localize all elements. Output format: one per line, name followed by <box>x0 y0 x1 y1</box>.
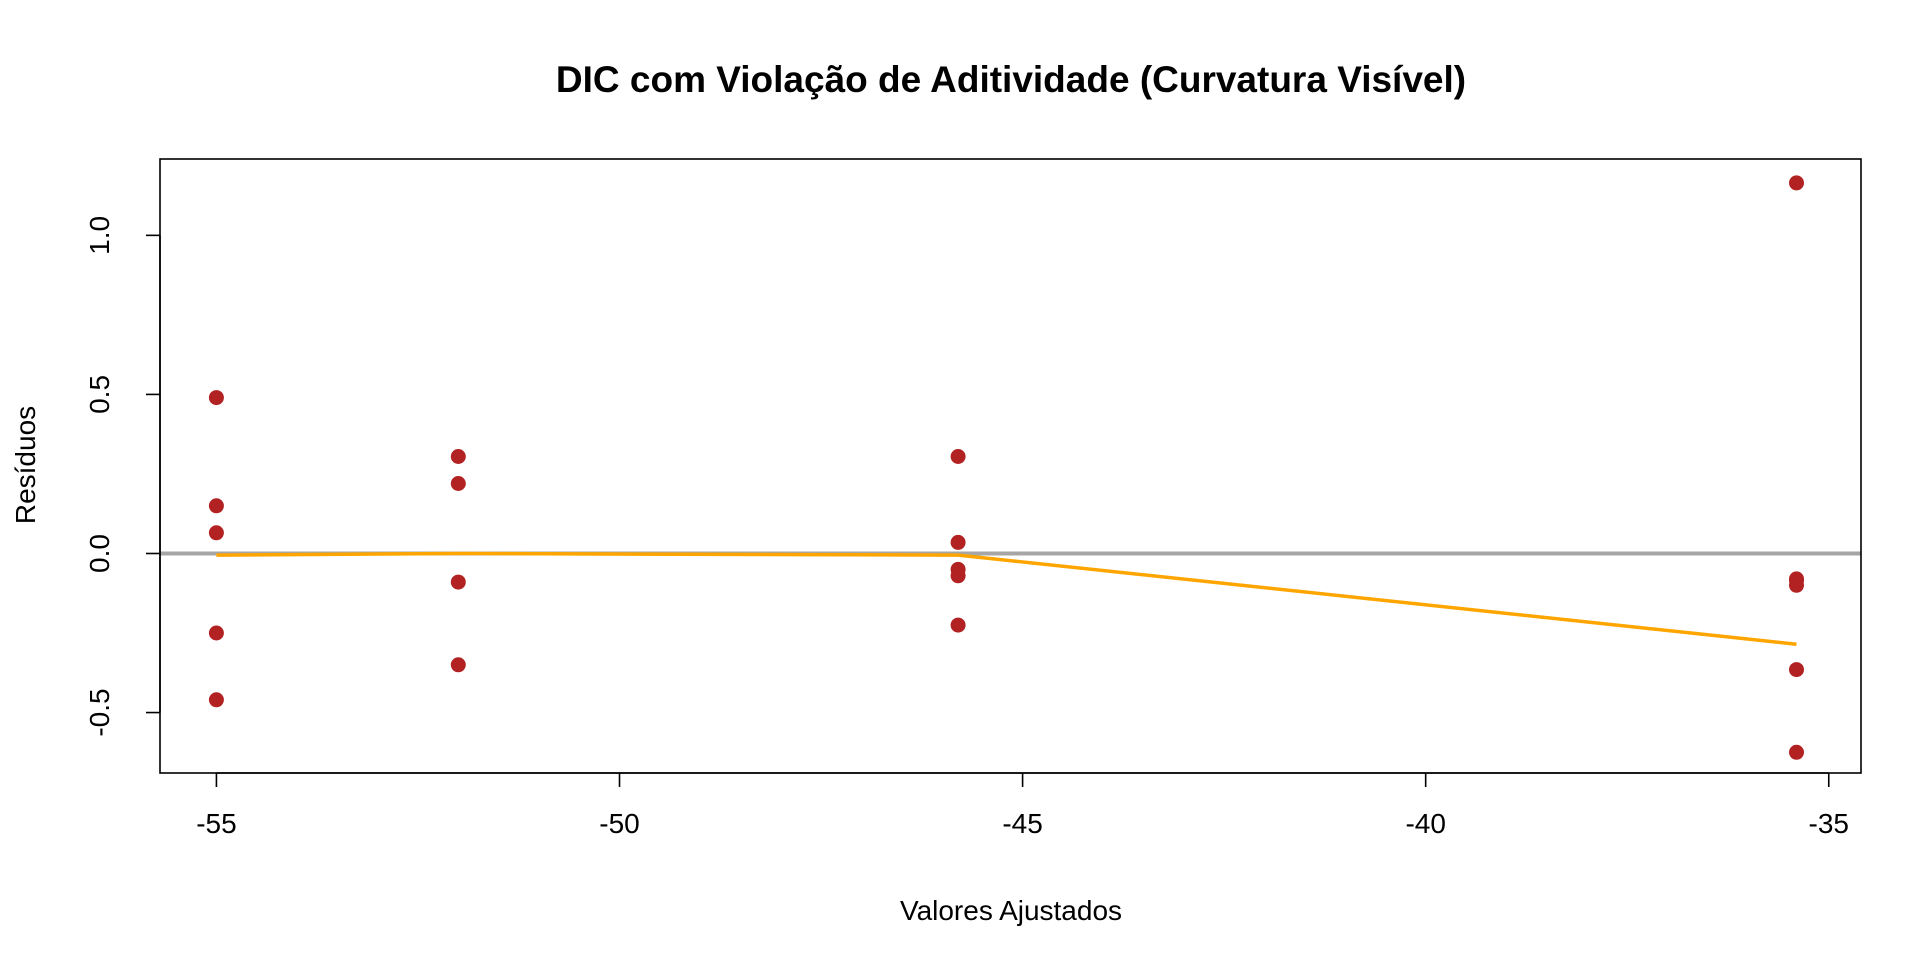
data-point <box>208 498 224 514</box>
data-point <box>1789 662 1804 678</box>
y-tick-label: -0.5 <box>84 688 115 736</box>
y-tick-label: 1.0 <box>84 216 115 255</box>
data-point <box>450 449 466 464</box>
x-tick-label: -35 <box>1809 808 1849 839</box>
chart-title: DIC com Violação de Aditividade (Curvatu… <box>556 59 1466 100</box>
data-point <box>208 625 224 641</box>
data-point <box>950 568 966 584</box>
x-axis-label: Valores Ajustados <box>900 895 1122 926</box>
data-point <box>208 525 224 541</box>
plot-area <box>159 158 1862 774</box>
x-axis: -55 -50 -45 -40 -35 <box>196 772 1849 839</box>
x-tick-label: -50 <box>599 808 639 839</box>
plot-frame <box>159 158 1862 774</box>
y-axis: -0.5 0.0 0.5 1.0 <box>84 216 161 737</box>
y-tick-label: 0.0 <box>84 534 115 573</box>
x-tick-label: -45 <box>1002 808 1042 839</box>
data-point <box>950 534 966 550</box>
x-tick-label: -40 <box>1405 808 1445 839</box>
data-point <box>208 692 224 708</box>
data-point <box>450 574 466 590</box>
data-point <box>450 476 466 491</box>
data-point <box>1789 175 1804 191</box>
data-point <box>1789 571 1804 587</box>
data-point <box>950 449 966 464</box>
data-point <box>950 617 966 633</box>
data-point <box>1789 744 1804 760</box>
y-tick-label: 0.5 <box>84 375 115 414</box>
data-point <box>450 657 466 673</box>
y-axis-label: Resíduos <box>10 406 41 524</box>
smooth-trend-line <box>216 551 1797 646</box>
data-point <box>208 390 224 406</box>
x-tick-label: -55 <box>196 808 236 839</box>
